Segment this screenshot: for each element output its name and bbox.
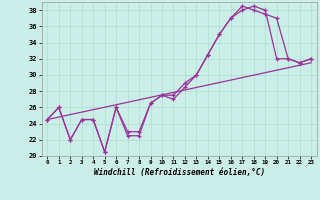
X-axis label: Windchill (Refroidissement éolien,°C): Windchill (Refroidissement éolien,°C) — [94, 168, 265, 177]
